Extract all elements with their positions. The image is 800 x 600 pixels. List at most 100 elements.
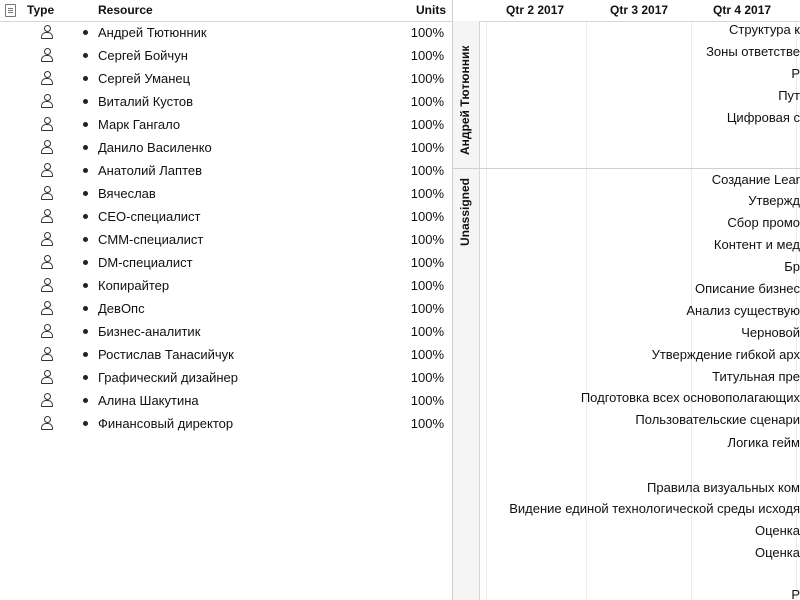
bullet-icon: [83, 53, 88, 58]
task-label[interactable]: Черновой: [741, 325, 800, 340]
document-icon[interactable]: [5, 4, 16, 17]
task-label[interactable]: Пут: [778, 88, 800, 103]
task-label[interactable]: Пользовательские сценари: [635, 412, 800, 427]
person-icon: [41, 48, 53, 62]
group-label-andrey[interactable]: Андрей Тютюнник: [458, 45, 472, 155]
resource-units: 100%: [410, 370, 444, 385]
table-row[interactable]: Алина Шакутина 100%: [0, 389, 452, 412]
resource-units: 100%: [410, 324, 444, 339]
column-header-units[interactable]: Units: [416, 3, 446, 17]
gridline: [691, 0, 692, 600]
table-row[interactable]: Анатолий Лаптев 100%: [0, 159, 452, 182]
resource-units: 100%: [410, 48, 444, 63]
resource-table: Type Resource Units Андрей Тютюнник 100% С…: [0, 0, 452, 435]
gridline: [486, 0, 487, 600]
table-row[interactable]: CEO-специалист 100%: [0, 205, 452, 228]
person-icon: [41, 347, 53, 361]
person-icon: [41, 94, 53, 108]
column-header-resource[interactable]: Resource: [98, 3, 153, 17]
task-label[interactable]: Структура к: [729, 22, 800, 37]
task-label[interactable]: Описание бизнес: [694, 281, 800, 296]
task-label[interactable]: Оценка: [754, 545, 800, 560]
resource-name: Сергей Бойчун: [98, 48, 188, 63]
task-label[interactable]: Создание Lear: [711, 172, 800, 187]
resource-name: CEO-специалист: [98, 209, 201, 224]
table-row[interactable]: Копирайтер 100%: [0, 274, 452, 297]
column-header-type[interactable]: Type: [27, 3, 55, 17]
pane-divider[interactable]: [452, 0, 453, 600]
table-row[interactable]: Бизнес-аналитик 100%: [0, 320, 452, 343]
table-header: Type Resource Units: [0, 0, 452, 22]
table-row[interactable]: CMM-специалист 100%: [0, 228, 452, 251]
resource-name: Копирайтер: [98, 278, 170, 293]
table-row[interactable]: Финансовый директор 100%: [0, 412, 452, 435]
person-icon: [41, 163, 53, 177]
resource-units: 100%: [410, 140, 444, 155]
task-label[interactable]: Сбор промо: [727, 215, 800, 230]
task-label[interactable]: Цифровая с: [726, 110, 800, 125]
person-icon: [41, 71, 53, 85]
resource-units: 100%: [410, 301, 444, 316]
person-icon: [41, 232, 53, 246]
person-icon: [41, 278, 53, 292]
task-label[interactable]: Бр: [784, 259, 800, 274]
bullet-icon: [83, 375, 88, 380]
resource-name: Данило Василенко: [98, 140, 212, 155]
table-row[interactable]: Андрей Тютюнник 100%: [0, 21, 452, 44]
bullet-icon: [83, 168, 88, 173]
bullet-icon: [83, 283, 88, 288]
bullet-icon: [83, 306, 88, 311]
table-row[interactable]: Сергей Бойчун 100%: [0, 44, 452, 67]
gridline: [796, 0, 797, 600]
table-row[interactable]: Вячеслав 100%: [0, 182, 452, 205]
resource-name: CMM-специалист: [98, 232, 204, 247]
table-row[interactable]: DM-специалист 100%: [0, 251, 452, 274]
person-icon: [41, 416, 53, 430]
task-label[interactable]: Утвержд: [748, 193, 800, 208]
task-label[interactable]: Видение единой технологической среды исх…: [509, 501, 800, 516]
resource-name: Марк Гангало: [98, 117, 181, 132]
bullet-icon: [83, 398, 88, 403]
task-label[interactable]: Правила визуальных ком: [647, 480, 800, 495]
task-label[interactable]: Утверждение гибкой арх: [651, 347, 800, 362]
resource-name: Виталий Кустов: [98, 94, 194, 109]
person-icon: [41, 324, 53, 338]
table-row[interactable]: Графический дизайнер 100%: [0, 366, 452, 389]
task-label[interactable]: Р: [791, 66, 800, 81]
table-row[interactable]: ДевОпс 100%: [0, 297, 452, 320]
task-label[interactable]: Р: [791, 587, 800, 600]
person-icon: [41, 393, 53, 407]
resource-name: Сергей Уманец: [98, 71, 191, 86]
table-row[interactable]: Сергей Уманец 100%: [0, 67, 452, 90]
task-label[interactable]: Логика гейм: [727, 435, 800, 450]
task-label[interactable]: Контент и мед: [713, 237, 800, 252]
resource-units: 100%: [410, 393, 444, 408]
resource-name: DM-специалист: [98, 255, 193, 270]
task-label[interactable]: Оценка: [754, 523, 800, 538]
bullet-icon: [83, 145, 88, 150]
resource-name: Бизнес-аналитик: [98, 324, 201, 339]
task-label[interactable]: Титульная пре: [712, 369, 800, 384]
resource-units: 100%: [410, 71, 444, 86]
task-label[interactable]: Анализ существую: [686, 303, 800, 318]
bullet-icon: [83, 421, 88, 426]
person-icon: [41, 117, 53, 131]
bullet-icon: [83, 191, 88, 196]
table-row[interactable]: Виталий Кустов 100%: [0, 90, 452, 113]
person-icon: [41, 140, 53, 154]
table-row[interactable]: Данило Василенко 100%: [0, 136, 452, 159]
resource-name: Андрей Тютюнник: [98, 25, 207, 40]
group-label-unassigned[interactable]: Unassigned: [458, 177, 472, 246]
group-separator: [453, 168, 800, 169]
table-row[interactable]: Ростислав Танасийчук 100%: [0, 343, 452, 366]
resource-name: Графический дизайнер: [98, 370, 238, 385]
quarter-label: Qtr 3 2017: [610, 3, 669, 17]
bullet-icon: [83, 122, 88, 127]
person-icon: [41, 25, 53, 39]
task-label[interactable]: Подготовка всех основополагающих: [580, 390, 800, 405]
quarter-label: Qtr 2 2017: [506, 3, 565, 17]
task-label[interactable]: Зоны ответстве: [706, 44, 800, 59]
person-icon: [41, 301, 53, 315]
table-row[interactable]: Марк Гангало 100%: [0, 113, 452, 136]
resource-units: 100%: [410, 186, 444, 201]
